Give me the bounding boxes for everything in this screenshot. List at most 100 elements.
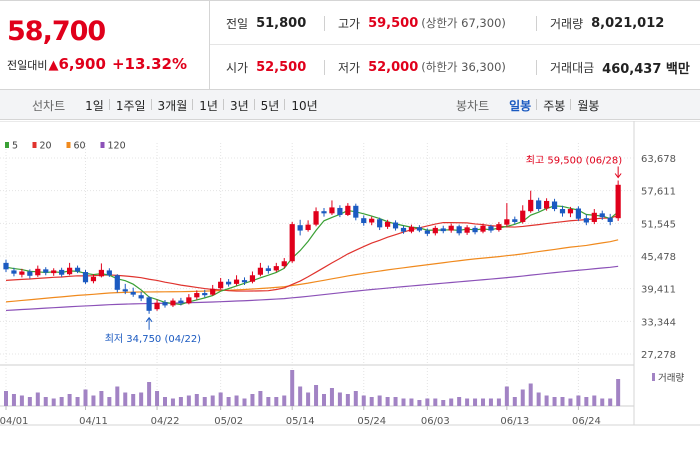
volume-bar — [520, 389, 525, 406]
volume-bar — [59, 397, 64, 406]
candle-body — [249, 275, 256, 282]
volume-bar — [67, 394, 72, 406]
tab-daily[interactable]: 일봉 — [509, 98, 532, 113]
x-tick-label: 04/11 — [79, 416, 108, 427]
x-axis: 04/01 04/11 04/22 05/02 05/14 05/24 06/03 06/13… — [0, 406, 601, 427]
period-1y[interactable]: 1년 — [192, 97, 224, 114]
candle — [361, 215, 367, 226]
candle-body — [369, 218, 375, 223]
volume-bar — [290, 370, 295, 406]
candle-body — [607, 217, 613, 222]
volume-bar — [512, 397, 517, 406]
candle-body — [210, 288, 216, 295]
current-price-box: 58,700 전일대비▲6,900 +13.32% — [0, 1, 210, 90]
candle-body — [202, 293, 208, 296]
candle-body — [464, 227, 470, 233]
volume-bar — [139, 392, 144, 406]
candle — [607, 213, 613, 226]
candle — [544, 198, 550, 211]
candle-body — [122, 289, 128, 292]
period-1d[interactable]: 1일 — [85, 98, 104, 113]
volume-bar — [155, 391, 160, 406]
legend-label-120: 120 — [108, 141, 126, 152]
volume-bar — [4, 391, 8, 406]
candle-chart-label: 봉차트 — [456, 98, 490, 113]
candle — [51, 268, 57, 276]
candle-body — [90, 276, 97, 282]
chart-toolbar: 선차트 1일 1주일 3개월 1년 3년 5년 10년 봉차트 일봉 주봉 월봉 — [0, 90, 700, 120]
volume-bar — [329, 388, 334, 406]
candle-body — [337, 207, 343, 215]
volume-bar — [99, 391, 104, 406]
volume-bar — [576, 395, 581, 406]
candle-body — [51, 270, 57, 274]
candle-body — [19, 271, 25, 275]
quote-details: 전일 51,800 고가 59,500 (상한가 67,300) 거래량 8,021,0… — [210, 1, 700, 90]
volume-bar — [345, 394, 350, 406]
candle-body — [138, 295, 144, 299]
candle-body — [67, 267, 73, 275]
candle — [464, 225, 470, 235]
candle — [297, 219, 303, 236]
candle — [210, 284, 216, 296]
candle-body — [82, 272, 89, 283]
y-tick-label: 57,611 — [641, 187, 676, 198]
candle-body — [35, 268, 41, 276]
candle — [138, 291, 144, 302]
volume-bar — [170, 398, 175, 406]
y-tick-label: 63,678 — [641, 154, 676, 165]
candle — [583, 214, 589, 226]
volume-bar — [35, 392, 40, 406]
candle — [162, 300, 168, 308]
x-tick-label: 06/24 — [572, 416, 601, 427]
candle-body — [218, 281, 224, 289]
tab-monthly[interactable]: 월봉 — [570, 97, 605, 114]
volume-bar — [107, 397, 112, 406]
candlestick-chart: 5 20 60 120 63,678 57,611 51,545 45,478 39,411 3… — [0, 121, 700, 427]
legend-swatch — [100, 142, 105, 148]
candle — [241, 277, 248, 285]
candle — [82, 269, 89, 284]
legend-label-60: 60 — [74, 141, 86, 152]
candle — [43, 267, 49, 276]
period-5y[interactable]: 5년 — [253, 97, 286, 114]
x-tick-label: 05/14 — [286, 416, 315, 427]
candle-body — [130, 291, 136, 295]
candle — [114, 274, 120, 293]
volume-bar — [473, 398, 478, 406]
tab-weekly[interactable]: 주봉 — [536, 97, 571, 114]
candle — [536, 197, 542, 212]
candle — [496, 221, 502, 232]
candle — [35, 265, 41, 277]
volume-bars: 거래량 — [4, 370, 684, 406]
quote-panel: 58,700 전일대비▲6,900 +13.32% 전일 51,800 고가 59,5… — [0, 0, 700, 90]
x-tick-label: 04/22 — [151, 416, 180, 427]
candle — [90, 274, 97, 284]
candle — [329, 200, 335, 215]
candle — [591, 209, 597, 225]
volume-bar — [258, 391, 263, 406]
candle — [178, 297, 184, 306]
candle-body — [27, 271, 33, 276]
candle-body — [488, 226, 494, 231]
candle — [424, 228, 430, 236]
volume-bar — [115, 386, 120, 406]
period-3m[interactable]: 3개월 — [150, 97, 194, 114]
candle-body — [440, 228, 446, 232]
annotations: 최고 59,500 (06/28) 최저 34,750 (04/22) — [105, 154, 623, 344]
period-10y[interactable]: 10년 — [284, 97, 323, 114]
current-price: 58,700 — [7, 16, 106, 47]
high-price: 고가 59,500 (상한가 67,300) — [338, 15, 506, 31]
volume-bar — [441, 400, 446, 406]
volume-bar — [600, 398, 605, 406]
volume-bar — [337, 392, 342, 406]
volume-bar — [377, 395, 382, 406]
prev-close: 전일 51,800 — [226, 15, 307, 31]
volume-bar — [298, 386, 303, 406]
candle — [480, 223, 486, 234]
volume-bar — [75, 397, 80, 406]
period-3y[interactable]: 3년 — [222, 97, 255, 114]
volume-bar — [560, 397, 565, 406]
candle-body — [178, 300, 184, 304]
period-1w[interactable]: 1주일 — [108, 97, 152, 114]
